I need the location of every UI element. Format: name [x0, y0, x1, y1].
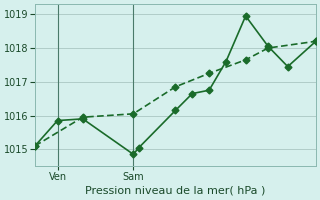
X-axis label: Pression niveau de la mer( hPa ): Pression niveau de la mer( hPa ) [85, 186, 266, 196]
